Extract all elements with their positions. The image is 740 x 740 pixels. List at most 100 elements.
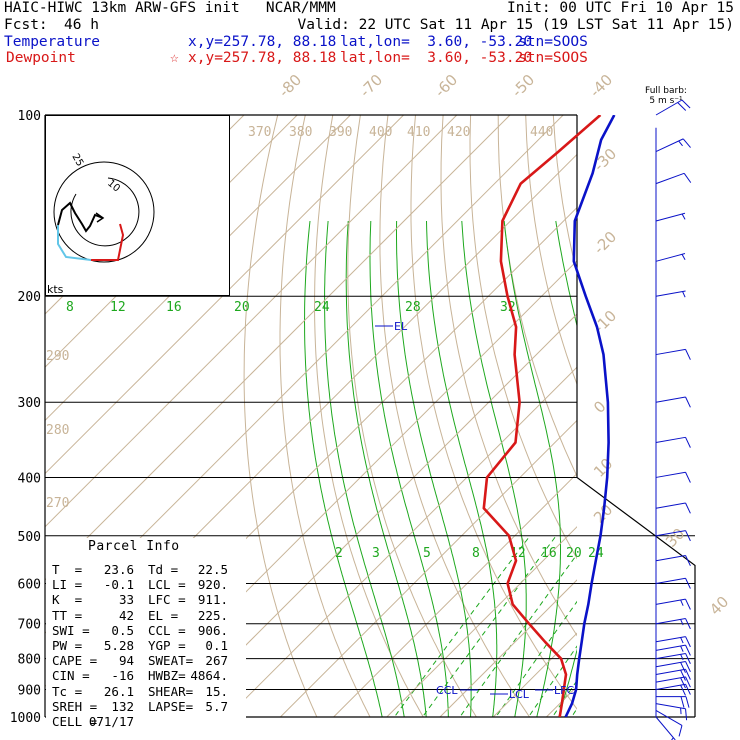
wind-barb-half-flag: [678, 140, 683, 147]
wind-barb-half-flag: [680, 654, 684, 661]
isotherm-line: [45, 115, 404, 475]
wind-barb-flag: [680, 662, 686, 673]
wind-barb-shaft: [655, 577, 686, 584]
wind-barb-flag: [680, 696, 685, 708]
pressure-tick-label: 300: [18, 396, 41, 411]
wind-barb-shaft: [655, 668, 686, 676]
isotherm-line: [280, 419, 577, 717]
parcel-value: -0.1: [103, 577, 134, 593]
wind-barb-flag: [681, 99, 691, 109]
moist-adiabat: [324, 220, 405, 717]
init-time: Init: 00 UTC Fri 10 Apr 15: [507, 0, 734, 16]
parcel-label: HWBZ=: [148, 668, 186, 684]
parcel-value: 267: [205, 653, 228, 669]
wind-barb-flag: [685, 676, 691, 688]
isotherm-line: [546, 685, 577, 717]
theta-label: 400: [369, 125, 392, 140]
isotherm-label: 40: [706, 593, 732, 619]
theta-label: 440: [530, 125, 553, 140]
theta-label: 420: [447, 125, 470, 140]
mixing-ratio-line: [551, 679, 577, 717]
parcel-label: EL =: [148, 607, 179, 623]
dry-adiabat: [691, 115, 740, 730]
wind-barb-flag: [682, 138, 691, 148]
moist-adiabat: [619, 221, 740, 730]
parcel-value: 15.: [205, 683, 228, 699]
chart-title: HAIC-HIWC 13km ARW-GFS init NCAR/MMM: [4, 0, 336, 16]
pressure-tick-label: 600: [18, 577, 41, 592]
dry-adiabat: [279, 115, 371, 717]
parcel-label: LFC =: [148, 592, 186, 608]
wind-barb-shaft: [655, 709, 683, 726]
wind-barbs: [655, 99, 692, 740]
parcel-label: SREH =: [52, 698, 98, 714]
mixing-ratio-line: [459, 553, 577, 717]
forecast-label: Fcst:: [4, 17, 48, 33]
wind-barb-shaft: [655, 618, 686, 625]
mixing-ratio-line: [421, 535, 557, 717]
hodograph-units-label: kts: [47, 283, 64, 296]
wind-barb-flag: [685, 502, 691, 514]
isotherm-line: [653, 115, 740, 717]
parcel-value: 071/17: [88, 714, 134, 729]
mixing-ratio-label: 2: [335, 546, 343, 561]
wind-barb-flag: [685, 555, 691, 567]
wind-barb-flag: [678, 725, 683, 737]
wind-barb-flag: [685, 396, 691, 408]
theta-label: 380: [289, 125, 312, 140]
isotherm-line: [45, 115, 458, 528]
parcel-value: 42: [118, 607, 134, 623]
hodograph-ring-outer: [53, 161, 155, 263]
mixing-ratio-line: [393, 535, 531, 717]
parcel-value: 33: [118, 592, 134, 608]
wind-barb-half-flag: [680, 599, 684, 606]
dry-adiabat: [379, 115, 531, 717]
moist-adiabat: [555, 220, 577, 717]
parcel-info-box: [46, 538, 246, 728]
mixing-ratio-line: [495, 600, 577, 717]
theta-label: 410: [407, 125, 430, 140]
wind-barb-shaft: [655, 554, 686, 562]
parcel-value: 911.: [197, 592, 228, 608]
dry-adiabat: [581, 115, 740, 730]
parcel-label: YGP =: [148, 638, 186, 653]
wind-barb-flag: [685, 618, 691, 630]
wind-barb-shaft: [655, 212, 686, 222]
isotherm-label: -70: [356, 71, 386, 101]
wind-barb-half-flag: [681, 254, 686, 260]
parcel-label: TT =: [52, 607, 83, 623]
dry-adiabat: [497, 115, 577, 478]
frame-right: [576, 115, 696, 717]
dry-adiabat: [469, 115, 577, 560]
parcel-label: CCL =: [148, 622, 186, 638]
theta-e-label: 8: [66, 300, 74, 315]
hodograph-arrow: [95, 212, 105, 223]
sounding-series: [482, 115, 616, 717]
wind-barb-flag: [685, 644, 691, 656]
dry-adiabat: [440, 115, 577, 637]
wind-barb-shaft: [655, 138, 684, 152]
hodograph-trace-red: [91, 223, 125, 261]
theta-label: 370: [248, 125, 271, 140]
barb-scale-line1: Full barb:: [645, 86, 687, 96]
annotation-lfc: LFC: [554, 684, 574, 697]
moist-adiabat: [503, 220, 561, 717]
dry-adiabat: [313, 115, 424, 717]
wind-barb-half-flag: [682, 291, 686, 298]
wind-barb-shaft: [655, 348, 686, 356]
mixing-ratio-label: 16: [541, 546, 557, 561]
dry-adiabat: [608, 115, 740, 730]
pressure-tick-label: 100: [18, 109, 41, 124]
dry-adiabat-lines: [243, 115, 740, 730]
mixing-ratio-label: 20: [566, 546, 582, 561]
wind-barb-flag: [680, 684, 686, 696]
mixing-ratio-line: [527, 645, 577, 717]
parcel-label: LAPSE=: [148, 698, 194, 714]
temperature-station: stn=SOOS: [518, 34, 588, 50]
wind-barb-flag: [685, 653, 691, 664]
wind-barb-flag: [685, 349, 691, 360]
valid-time: Valid: 22 UTC Sat 11 Apr 15 (19 LST Sat …: [297, 17, 735, 33]
wind-barb-half-flag: [671, 737, 674, 740]
